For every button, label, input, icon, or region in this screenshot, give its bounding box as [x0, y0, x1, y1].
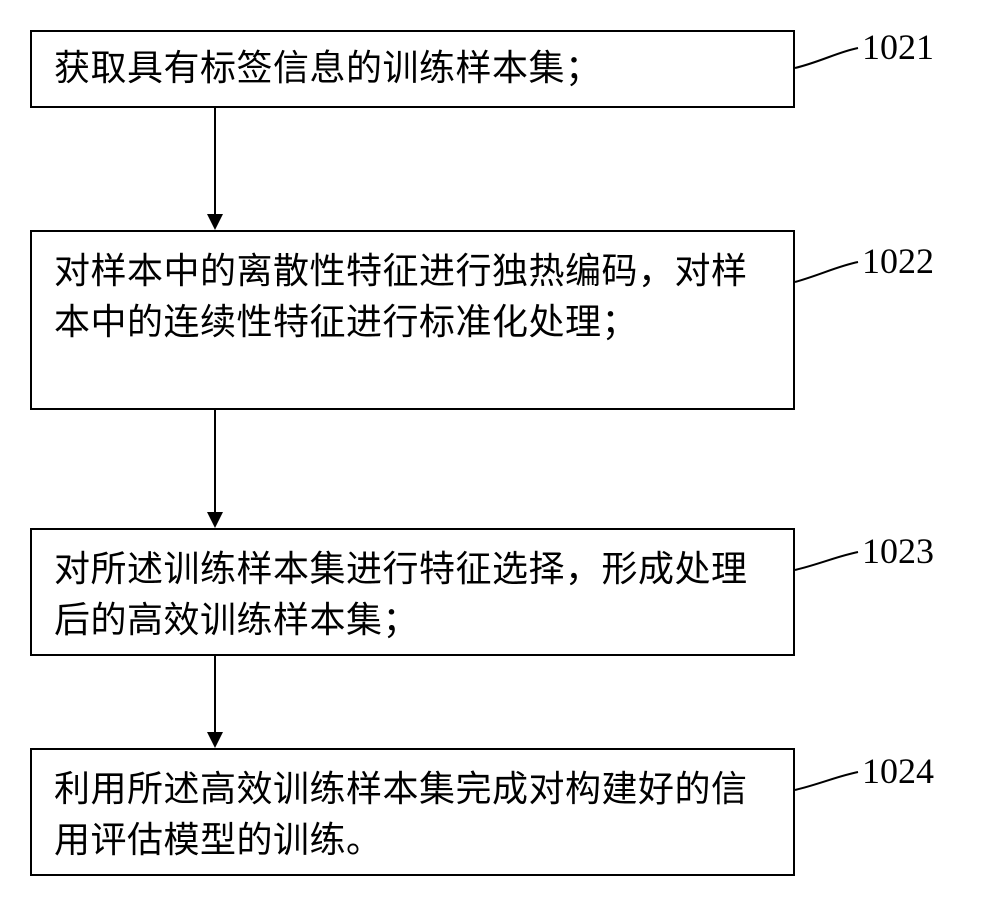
step-label-4: 1024 [862, 750, 934, 792]
leader-4 [0, 0, 1000, 905]
leader-path-4 [795, 772, 858, 790]
flowchart-canvas: 获取具有标签信息的训练样本集； 1021 对样本中的离散性特征进行独热编码，对样… [0, 0, 1000, 905]
